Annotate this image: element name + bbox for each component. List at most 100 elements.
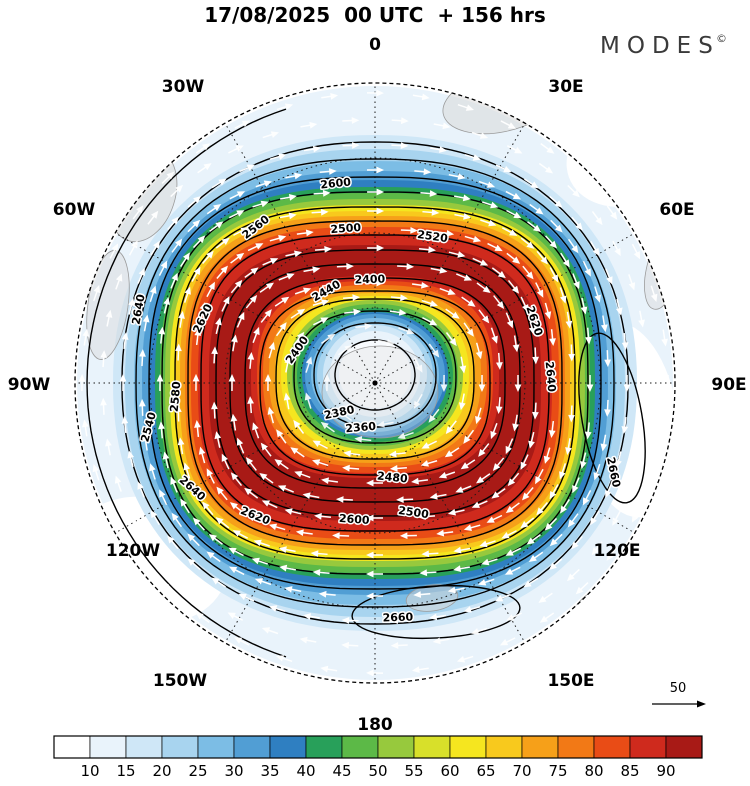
wind-arrow bbox=[536, 250, 548, 265]
wind-arrow bbox=[600, 315, 608, 333]
wind-arrow bbox=[295, 529, 313, 537]
wind-arrow bbox=[532, 402, 539, 420]
wind-arrow bbox=[142, 433, 150, 451]
wind-arrow bbox=[493, 295, 505, 309]
wind-arrow bbox=[550, 219, 563, 233]
colorbar-tick-label: 90 bbox=[656, 762, 675, 780]
wind-arrow bbox=[178, 310, 185, 328]
colorbar-segment bbox=[53, 735, 91, 759]
colorbar-tick-label: 20 bbox=[152, 762, 171, 780]
colorbar-segment bbox=[449, 735, 487, 759]
wind-arrow bbox=[100, 350, 108, 368]
colorbar-segment bbox=[521, 735, 559, 759]
wind-arrow bbox=[422, 209, 440, 216]
wind-arrow bbox=[221, 453, 230, 470]
wind-arrow bbox=[397, 432, 414, 440]
wind-arrow bbox=[293, 419, 305, 434]
wind-arrow bbox=[366, 279, 384, 287]
wind-arrow bbox=[568, 405, 575, 423]
wind-arrow bbox=[559, 463, 567, 480]
wind-arrow bbox=[455, 485, 472, 493]
colorbar-segment bbox=[161, 735, 199, 759]
colorbar-tick-label: 60 bbox=[440, 762, 459, 780]
wind-arrow bbox=[390, 617, 408, 624]
wind-arrow bbox=[260, 442, 272, 457]
wind-arrow bbox=[179, 252, 190, 267]
wind-arrow bbox=[228, 145, 244, 154]
wind-arrow bbox=[612, 240, 621, 257]
wind-arrow bbox=[170, 476, 178, 493]
wind-arrow bbox=[206, 204, 222, 215]
wind-arrow bbox=[476, 282, 491, 294]
contour-label: 2660 bbox=[382, 610, 413, 624]
wind-arrow bbox=[527, 221, 542, 233]
wind-arrow bbox=[251, 557, 269, 565]
wind-arrow bbox=[495, 164, 512, 173]
wind-arrow bbox=[128, 298, 135, 315]
wind-arrow bbox=[642, 398, 650, 416]
wind-arrow bbox=[303, 613, 320, 620]
height-contour bbox=[293, 310, 457, 444]
wind-arrow bbox=[481, 201, 499, 209]
colorbar-segment bbox=[557, 735, 595, 759]
wind-arrow bbox=[191, 266, 201, 282]
wind-arrow bbox=[275, 655, 293, 663]
height-contour bbox=[135, 158, 615, 608]
wind-arrow bbox=[201, 250, 214, 265]
wind-arrow bbox=[391, 117, 409, 125]
wind-arrow bbox=[192, 235, 206, 249]
wind-arrow bbox=[318, 590, 336, 598]
wind-arrow bbox=[260, 309, 272, 323]
wind-arrow bbox=[119, 374, 127, 392]
pole-marker-dot bbox=[372, 380, 378, 386]
wind-arrow bbox=[535, 282, 544, 298]
wind-arrow bbox=[139, 349, 146, 367]
wind-arrow bbox=[543, 447, 551, 464]
wind-arrow bbox=[605, 268, 613, 285]
wind-arrow bbox=[643, 351, 650, 369]
wind-arrow bbox=[109, 506, 119, 523]
wind-arrow bbox=[302, 492, 320, 500]
wind-arrow bbox=[612, 510, 622, 526]
wind-arrow bbox=[522, 265, 534, 280]
wind-arrow bbox=[504, 566, 521, 575]
contour-label: 2480 bbox=[376, 469, 408, 485]
wind-arrow bbox=[456, 655, 474, 663]
wind-arrow bbox=[296, 229, 314, 237]
wind-arrow bbox=[269, 605, 286, 613]
colorbar-tick-label: 50 bbox=[368, 762, 387, 780]
wind-arrow bbox=[464, 153, 481, 161]
wind-arrow bbox=[453, 565, 471, 573]
height-contour bbox=[259, 290, 491, 476]
height-contour bbox=[148, 176, 602, 590]
wind-arrow bbox=[565, 438, 572, 456]
wind-arrow bbox=[512, 335, 520, 353]
wind-arrow bbox=[312, 459, 329, 467]
shade-band bbox=[339, 340, 411, 408]
wind-arrow bbox=[539, 612, 555, 623]
wind-arrow bbox=[367, 207, 385, 215]
wind-arrow bbox=[512, 414, 519, 432]
wind-arrow bbox=[261, 500, 278, 509]
wind-arrow bbox=[332, 532, 350, 540]
wind-arrow bbox=[411, 281, 429, 289]
wind-arrow bbox=[132, 205, 144, 220]
contour-label: 2520 bbox=[416, 228, 448, 245]
wind-arrow bbox=[478, 309, 490, 324]
wind-arrow bbox=[275, 322, 287, 337]
colorbar-segment bbox=[269, 735, 307, 759]
colorbar-segment bbox=[305, 735, 343, 759]
wind-arrow bbox=[414, 168, 432, 176]
wind-arrow bbox=[337, 410, 353, 422]
wind-arrow bbox=[637, 439, 645, 457]
wind-arrow bbox=[254, 218, 271, 226]
wind-arrow bbox=[261, 627, 279, 635]
wind-arrow bbox=[529, 203, 544, 215]
wind-arrow bbox=[548, 558, 563, 571]
wind-arrow bbox=[279, 193, 297, 201]
wind-reference-arrow: 50 bbox=[652, 681, 706, 708]
wind-arrow bbox=[312, 569, 330, 576]
wind-arrow bbox=[320, 421, 335, 433]
wind-arrow bbox=[544, 517, 558, 531]
wind-arrow bbox=[284, 355, 292, 373]
